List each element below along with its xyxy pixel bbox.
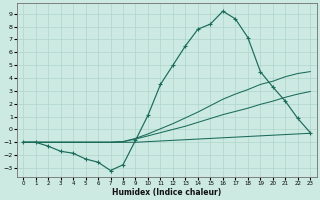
X-axis label: Humidex (Indice chaleur): Humidex (Indice chaleur): [112, 188, 221, 197]
